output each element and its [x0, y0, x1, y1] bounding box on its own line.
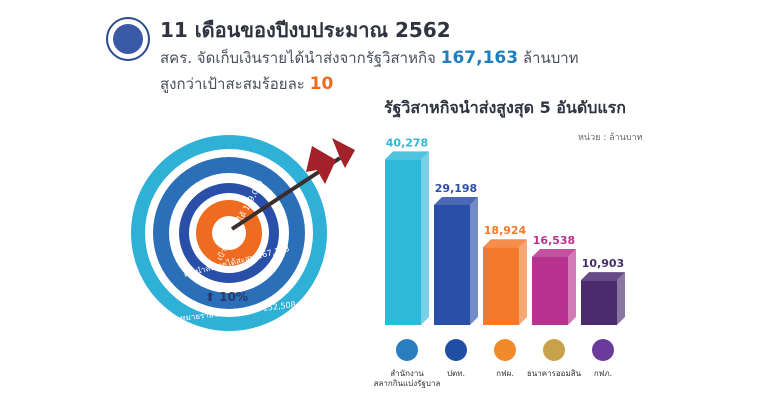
summary-line-2-prefix: สูงกว่าเป้าสะสมร้อยละ — [160, 75, 305, 93]
arrow-icon — [230, 138, 355, 231]
bar-side-4 — [568, 249, 576, 325]
summary-line-2-value: 10 — [309, 74, 334, 94]
chart-unit: หน่วย : ล้านบาท — [578, 133, 643, 143]
bar-side-2 — [470, 196, 478, 325]
chart-title: รัฐวิสาหกิจนำส่งสูงสุด 5 อันดับแรก — [384, 98, 626, 117]
bar-1 — [385, 159, 421, 325]
page-title: 11 เดือนของปีงบประมาณ 2562 — [160, 18, 451, 42]
summary-line-1-value: 167,163 — [440, 48, 519, 68]
category-label-4-line-1: ธนาคารออมสิน — [527, 369, 582, 378]
category-label-1-line-1: สำนักงาน — [390, 369, 424, 378]
up-arrow-icon: ⬆ — [205, 290, 216, 304]
bar-2 — [434, 204, 470, 325]
category-logo-icon-4 — [543, 339, 565, 361]
summary-line-1-suffix: ล้านบาท — [522, 49, 579, 67]
bar-value-label-4: 16,538 — [533, 234, 575, 247]
category-logo-icon-1 — [396, 339, 418, 361]
bar-3 — [483, 247, 519, 325]
category-logo-icon-3 — [494, 339, 516, 361]
bar-top-1 — [385, 151, 429, 160]
target-rings — [131, 135, 327, 331]
bar-value-label-1: 40,278 — [386, 136, 428, 149]
bar-value-label-2: 29,198 — [435, 182, 477, 195]
bar-side-5 — [617, 272, 625, 325]
increase-label: 10% — [219, 290, 248, 304]
bar-5 — [581, 280, 617, 325]
summary-line-1-prefix: สคร. จัดเก็บเงินรายได้นำส่งจากรัฐวิสาหกิ… — [160, 49, 436, 67]
category-label-1-line-2: สลากกินแบ่งรัฐบาล — [374, 379, 441, 388]
bar-side-1 — [421, 151, 429, 325]
bar-top-2 — [434, 196, 478, 205]
bar-series: 40,278 29,198 18,924 16,538 10,903 — [385, 136, 625, 325]
category-logo-icon-2 — [445, 339, 467, 361]
summary-line-1: สคร. จัดเก็บเงินรายได้นำส่งจากรัฐวิสาหกิ… — [160, 46, 579, 70]
category-label-3-line-1: กฟผ. — [496, 369, 514, 378]
bar-top-3 — [483, 239, 527, 248]
summary-line-2: สูงกว่าเป้าสะสมร้อยละ 10 — [160, 72, 333, 96]
bar-4 — [532, 257, 568, 325]
bar-side-3 — [519, 239, 527, 325]
bar-value-label-3: 18,924 — [484, 224, 527, 237]
bar-top-5 — [581, 272, 625, 281]
category-logo-icon-5 — [592, 339, 614, 361]
ministry-seal-logo — [106, 17, 150, 61]
bar-value-label-5: 10,903 — [582, 257, 624, 270]
increase-indicator: ⬆ 10% — [205, 290, 248, 304]
category-label-5-line-1: กฟภ. — [594, 369, 612, 378]
category-label-2-line-1: ปตท. — [447, 369, 465, 378]
bar-top-4 — [532, 249, 576, 258]
